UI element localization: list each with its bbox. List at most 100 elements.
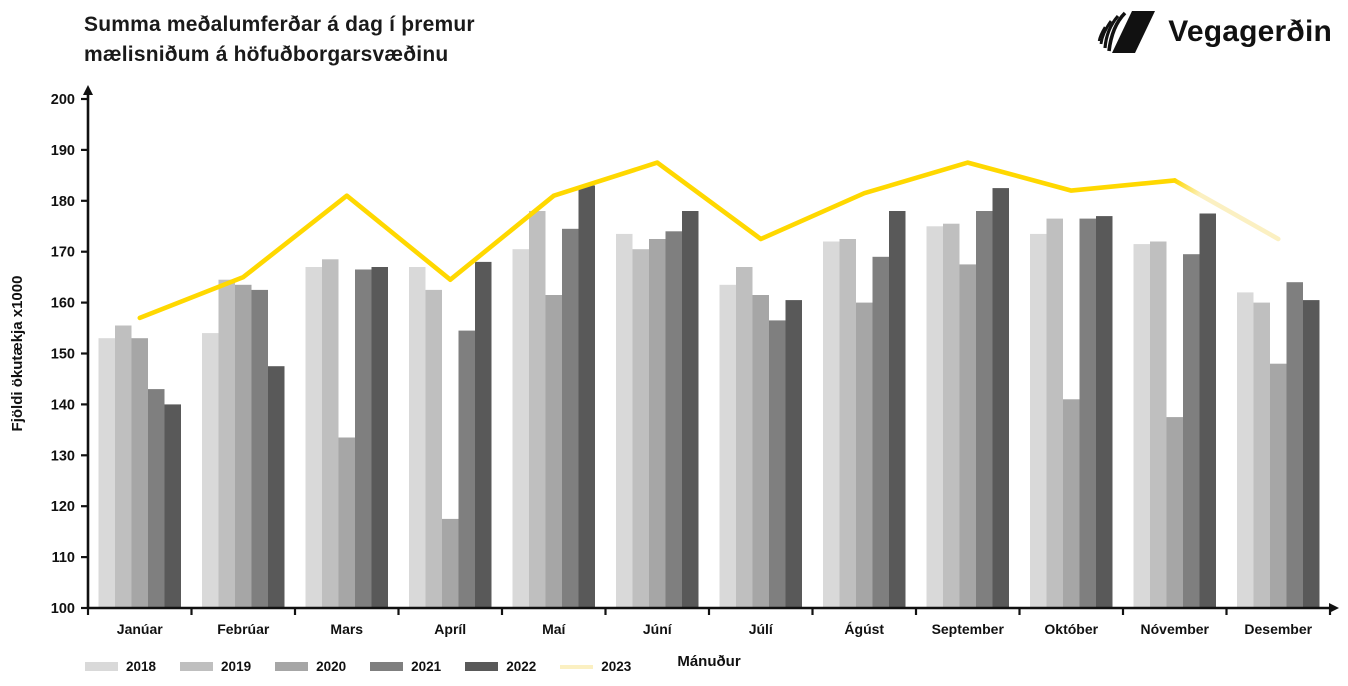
legend-label: 2023 (601, 659, 632, 674)
legend-swatch-2020 (275, 662, 309, 671)
logo-stripe (1098, 26, 1107, 42)
bar-2021-Mars (355, 269, 372, 607)
bar-2019-Ágúst (839, 239, 856, 607)
y-tick-label: 110 (52, 550, 75, 566)
x-tick-label: Desember (1244, 621, 1312, 637)
legend-swatch-2019 (180, 662, 214, 671)
bar-2019-Nóvember (1150, 241, 1167, 607)
bar-2020-Nóvember (1166, 417, 1183, 607)
bar-2022-Desember (1303, 300, 1320, 607)
x-tick-label: Febrúar (217, 621, 270, 637)
bar-2019-Febrúar (218, 279, 235, 607)
bar-2018-Ágúst (823, 241, 840, 607)
legend-label: 2020 (316, 659, 347, 674)
bar-2020-Júlí (752, 295, 769, 607)
logo-stripe (1099, 20, 1113, 45)
bar-2018-Janúar (98, 338, 115, 607)
legend-swatch-2018 (85, 662, 118, 671)
chart-legend: 2018 2019 2020 2021 2022 2023 (85, 659, 631, 674)
bar-2022-Maí (578, 185, 595, 607)
y-axis-title: Fjöldi ökutækja x1000 (9, 276, 26, 432)
legend-label: 2019 (221, 659, 252, 674)
bar-2021-September (976, 211, 993, 607)
logo-parallelogram (1112, 11, 1156, 53)
legend-label: 2018 (126, 659, 157, 674)
x-tick-label: Júní (643, 621, 673, 637)
bar-2018-Mars (305, 267, 322, 607)
vegagerdin-logo-mark (1098, 11, 1156, 53)
x-tick-label: Júlí (749, 621, 774, 637)
x-tick-label: Október (1044, 621, 1098, 637)
x-axis-arrow (1329, 603, 1339, 613)
bar-2020-September (959, 264, 976, 607)
x-tick-label: Janúar (117, 621, 163, 637)
trend-line-2023-faded (1172, 178, 1281, 242)
bar-2022-Október (1096, 216, 1113, 607)
x-tick-label: Ágúst (844, 621, 884, 637)
bar-2021-Apríl (458, 330, 475, 607)
x-tick-label: September (932, 621, 1005, 637)
bar-2018-Júní (616, 233, 633, 607)
legend-item-2022: 2022 (465, 659, 536, 674)
bar-2020-Mars (338, 437, 355, 607)
vegagerdin-logo: Vegagerðin (1096, 8, 1332, 56)
x-tick-label: Mars (330, 621, 363, 637)
x-tick-label: Nóvember (1141, 621, 1210, 637)
bar-2020-Febrúar (235, 284, 252, 607)
bar-2018-Október (1030, 233, 1047, 607)
bar-2021-Janúar (148, 389, 165, 607)
bar-2022-Júní (682, 211, 699, 607)
bar-2019-Janúar (115, 325, 132, 607)
y-axis-arrow (83, 85, 93, 95)
legend-item-2019: 2019 (180, 659, 251, 674)
bar-2019-Mars (322, 259, 339, 607)
bar-2021-Maí (562, 228, 579, 608)
trend-line-2023 (137, 160, 1178, 321)
x-axis-title: Mánuður (677, 653, 740, 670)
logo-text: Vegagerðin (1168, 15, 1332, 48)
bar-2019-Maí (529, 211, 546, 607)
legend-swatch-2023 (560, 664, 594, 669)
legend-item-2021: 2021 (370, 659, 441, 674)
logo-stripe (1103, 14, 1120, 49)
y-tick-label: 170 (51, 245, 75, 261)
legend-label: 2021 (411, 659, 442, 674)
bar-2018-Apríl (409, 267, 426, 607)
bar-2018-September (926, 226, 943, 608)
y-tick-label: 160 (51, 296, 75, 312)
legend-item-2020: 2020 (275, 659, 346, 674)
bar-2022-Janúar (164, 404, 181, 607)
legend-swatch-2022 (465, 662, 499, 671)
legend-swatch-2021 (370, 662, 404, 671)
bar-2022-Febrúar (268, 366, 285, 607)
y-tick-label: 200 (51, 92, 75, 108)
bar-2018-Febrúar (202, 333, 219, 607)
bar-2018-Nóvember (1133, 244, 1150, 607)
legend-label: 2022 (506, 659, 537, 674)
bar-2021-Október (1079, 218, 1096, 607)
y-tick-label: 180 (51, 194, 75, 210)
bar-2022-September (992, 188, 1009, 607)
bar-2022-Mars (371, 267, 388, 607)
bar-2018-Desember (1237, 292, 1254, 607)
bar-2021-Ágúst (872, 256, 889, 607)
y-tick-label: 120 (51, 499, 75, 515)
bar-2021-Júlí (769, 320, 786, 607)
bar-2022-Ágúst (889, 211, 906, 607)
x-tick-label: Apríl (434, 621, 466, 637)
bar-2021-Júní (665, 231, 682, 608)
y-tick-label: 100 (51, 601, 75, 617)
y-tick-label: 130 (51, 448, 75, 464)
bar-2019-Október (1046, 218, 1063, 607)
bar-2020-Maí (545, 295, 562, 607)
y-tick-label: 140 (51, 397, 75, 413)
bar-2019-Apríl (425, 289, 442, 607)
bar-2022-Júlí (785, 300, 802, 607)
bar-2019-Desember (1253, 302, 1270, 607)
bar-2019-Júlí (736, 267, 753, 607)
legend-item-2023: 2023 (560, 659, 631, 674)
bar-2018-Maí (512, 249, 529, 607)
bar-2020-Janúar (131, 338, 148, 607)
y-tick-label: 150 (51, 347, 75, 363)
